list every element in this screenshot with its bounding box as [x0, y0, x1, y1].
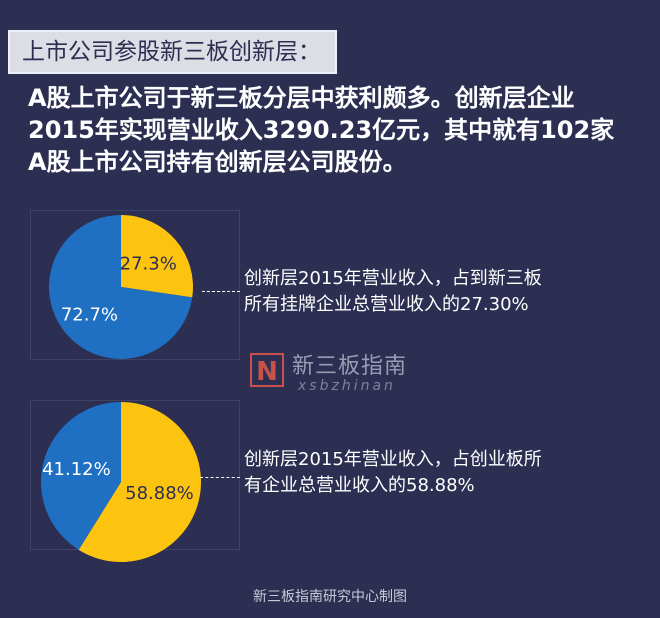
pie2-slice-innovation [78, 402, 202, 562]
lead-line: A股上市公司于新三板分层中获利颇多。创新层企业 [28, 84, 575, 112]
lead-line: A股上市公司持有创新层公司股份。 [28, 148, 407, 176]
watermark-logo-icon: N [250, 353, 284, 387]
section-title: 上市公司参股新三板创新层： [8, 30, 337, 74]
watermark-name: 新三板指南 [292, 354, 408, 379]
pie2-label-innovation: 58.88% [125, 483, 194, 504]
chart-2-description: 创新层2015年营业收入，占创业板所 有企业总营业收入的58.88% [244, 447, 634, 499]
pie1-slice-other [49, 215, 193, 359]
lead-line: 2015年实现营业收入3290.23亿元，其中就有102家 [28, 116, 615, 144]
chart-1-description: 创新层2015年营业收入，占到新三板 所有挂牌企业总营业收入的27.30% [244, 266, 634, 318]
pie2-slice-other [41, 402, 121, 550]
pie-chart-2: 58.88% 41.12% [41, 402, 202, 562]
leader-line-1 [202, 291, 240, 292]
pie2-label-other: 41.12% [42, 459, 111, 480]
pie-chart-1: 27.3% 72.7% [49, 215, 193, 359]
description-line: 有企业总营业收入的58.88% [244, 475, 475, 496]
pie1-label-other: 72.7% [61, 304, 118, 325]
description-line: 所有挂牌企业总营业收入的27.30% [244, 294, 529, 315]
leader-line-2 [200, 477, 240, 478]
pie1-slice-innovation [121, 215, 193, 298]
description-line: 创新层2015年营业收入，占创业板所 [244, 449, 542, 470]
image-credit: 新三板指南研究中心制图 [253, 589, 407, 605]
chart-frame-1 [30, 210, 240, 360]
pie1-label-innovation: 27.3% [120, 253, 177, 274]
watermark-subtitle: xsbzhinan [298, 378, 396, 394]
description-line: 创新层2015年营业收入，占到新三板 [244, 268, 542, 289]
lead-paragraph: A股上市公司于新三板分层中获利颇多。创新层企业 2015年实现营业收入3290.… [28, 82, 648, 178]
